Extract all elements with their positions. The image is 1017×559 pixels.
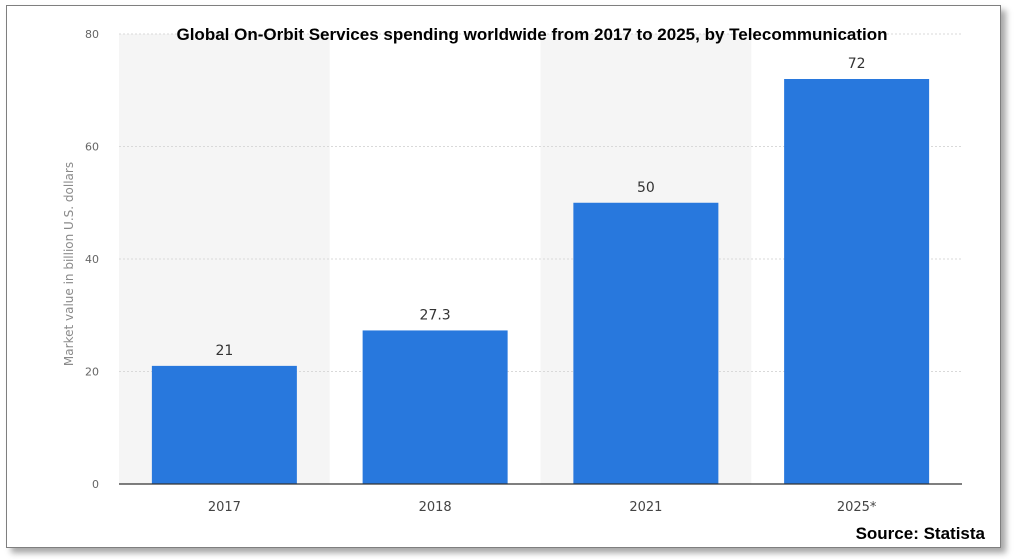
value-labels: 21 27.3 50 72 bbox=[215, 56, 865, 359]
bar-value-label: 50 bbox=[637, 180, 655, 196]
bar bbox=[362, 330, 508, 484]
x-axis-ticks: 2017 2018 2021 2025* bbox=[208, 500, 877, 515]
bar bbox=[151, 365, 297, 484]
x-tick-label: 2018 bbox=[419, 500, 452, 515]
source-note: Source: Statista bbox=[856, 524, 986, 543]
y-tick-label: 60 bbox=[85, 141, 99, 154]
bar-value-label: 21 bbox=[215, 343, 233, 359]
y-tick-label: 0 bbox=[92, 478, 99, 491]
bar bbox=[784, 79, 930, 484]
bar-chart: 0 20 40 60 80 21 27.3 50 72 2017 2018 2021 2025* M… bbox=[62, 25, 986, 543]
bar-value-label: 72 bbox=[848, 56, 866, 72]
chart-title: Global On-Orbit Services spending worldw… bbox=[176, 25, 887, 44]
x-tick-label: 2021 bbox=[629, 500, 662, 515]
chart-frame: 0 20 40 60 80 21 27.3 50 72 2017 2018 2021 2025* M… bbox=[6, 5, 1001, 548]
x-tick-label: 2017 bbox=[208, 500, 241, 515]
y-tick-label: 20 bbox=[85, 366, 99, 379]
y-tick-label: 40 bbox=[85, 253, 99, 266]
x-tick-label: 2025* bbox=[837, 500, 877, 515]
y-tick-label: 80 bbox=[85, 28, 99, 41]
y-axis-label: Market value in billion U.S. dollars bbox=[62, 162, 76, 366]
y-axis-ticks: 0 20 40 60 80 bbox=[85, 28, 99, 491]
bars bbox=[151, 79, 930, 484]
bar-value-label: 27.3 bbox=[420, 307, 451, 323]
bar bbox=[573, 202, 719, 484]
